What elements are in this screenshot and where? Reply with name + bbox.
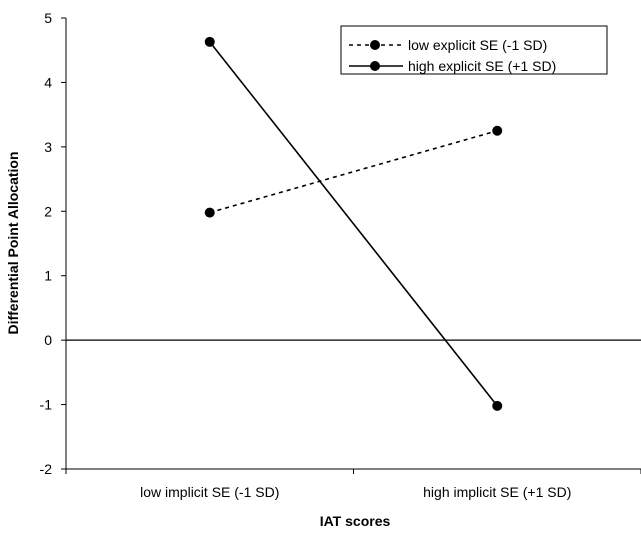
axes: [66, 18, 641, 469]
x-axis-ticks: low implicit SE (-1 SD) high implicit SE …: [66, 469, 641, 500]
series-line-0: [210, 131, 498, 213]
y-axis-ticks: -2 -1 0 1 2 3 4 5: [40, 10, 66, 477]
y-tick-label: -2: [40, 461, 53, 477]
data-point: [492, 401, 502, 411]
x-tick-label: high implicit SE (+1 SD): [423, 484, 571, 500]
series-line-1: [210, 42, 498, 406]
y-tick-label: -1: [40, 397, 53, 413]
y-axis-title: Differential Point Allocation: [5, 151, 21, 334]
y-tick-label: 3: [44, 139, 52, 155]
x-tick-label: low implicit SE (-1 SD): [140, 484, 279, 500]
legend: low explicit SE (-1 SD) high explicit SE …: [341, 26, 607, 74]
legend-swatch-marker: [370, 61, 380, 71]
series-layer: [205, 37, 503, 411]
y-tick-label: 2: [44, 203, 52, 219]
legend-label: high explicit SE (+1 SD): [408, 58, 556, 74]
y-tick-label: 5: [44, 10, 52, 26]
x-axis-title: IAT scores: [320, 513, 391, 529]
legend-label: low explicit SE (-1 SD): [408, 37, 547, 53]
data-point: [492, 126, 502, 136]
data-point: [205, 37, 215, 47]
y-tick-label: 1: [44, 268, 52, 284]
data-point: [205, 208, 215, 218]
y-tick-label: 0: [44, 332, 52, 348]
legend-swatch-marker: [370, 40, 380, 50]
y-tick-label: 4: [44, 74, 52, 90]
